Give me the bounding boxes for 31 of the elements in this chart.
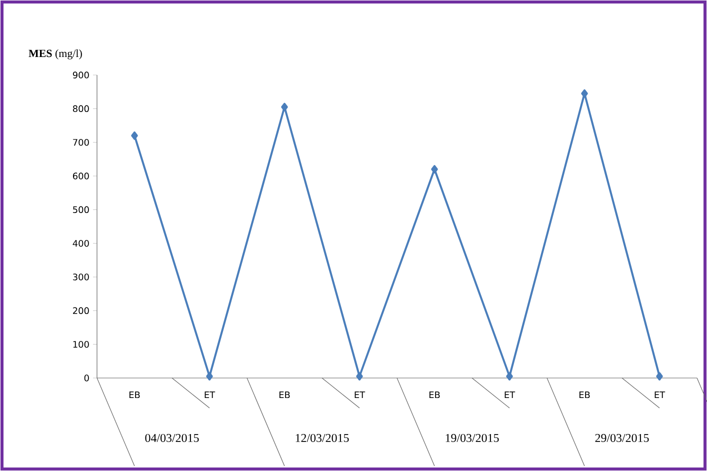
y-tick-label: 500 xyxy=(73,206,89,214)
y-tick-label: 100 xyxy=(73,340,89,348)
point xyxy=(581,89,588,98)
x-tick-label: ET xyxy=(354,392,366,398)
text: 04/03/2015 xyxy=(145,434,199,442)
x-tick-label: EB xyxy=(129,392,140,398)
text: 12/03/2015 xyxy=(296,434,349,442)
text: 29/03/2015 xyxy=(595,434,649,442)
y-tick-label: 700 xyxy=(73,138,89,146)
point xyxy=(506,372,513,381)
y-tick-label: 200 xyxy=(73,307,89,314)
text: 19/03/2015 xyxy=(446,434,499,442)
y-tick-label: 0 xyxy=(84,374,89,382)
x-tick-label: EB xyxy=(579,392,590,398)
point xyxy=(131,131,138,140)
y-tick-label: 300 xyxy=(73,274,89,280)
x-tick-label: ET xyxy=(504,392,516,398)
y-tick-label: 600 xyxy=(72,172,89,180)
y-axis-title: MES (mg/l) xyxy=(28,49,82,60)
x-tick-label: EB xyxy=(279,392,290,398)
x-tick-label: ET xyxy=(654,392,666,398)
point xyxy=(281,102,288,112)
point xyxy=(356,372,363,381)
y-tick-label: 900 xyxy=(72,72,89,78)
point xyxy=(206,372,213,381)
x-tick-label: ET xyxy=(204,392,216,398)
y-tick-label: 400 xyxy=(72,240,89,247)
point xyxy=(431,165,438,174)
y-tick-label: 800 xyxy=(72,105,89,112)
x-tick-label: EB xyxy=(429,392,440,398)
point xyxy=(656,372,663,381)
